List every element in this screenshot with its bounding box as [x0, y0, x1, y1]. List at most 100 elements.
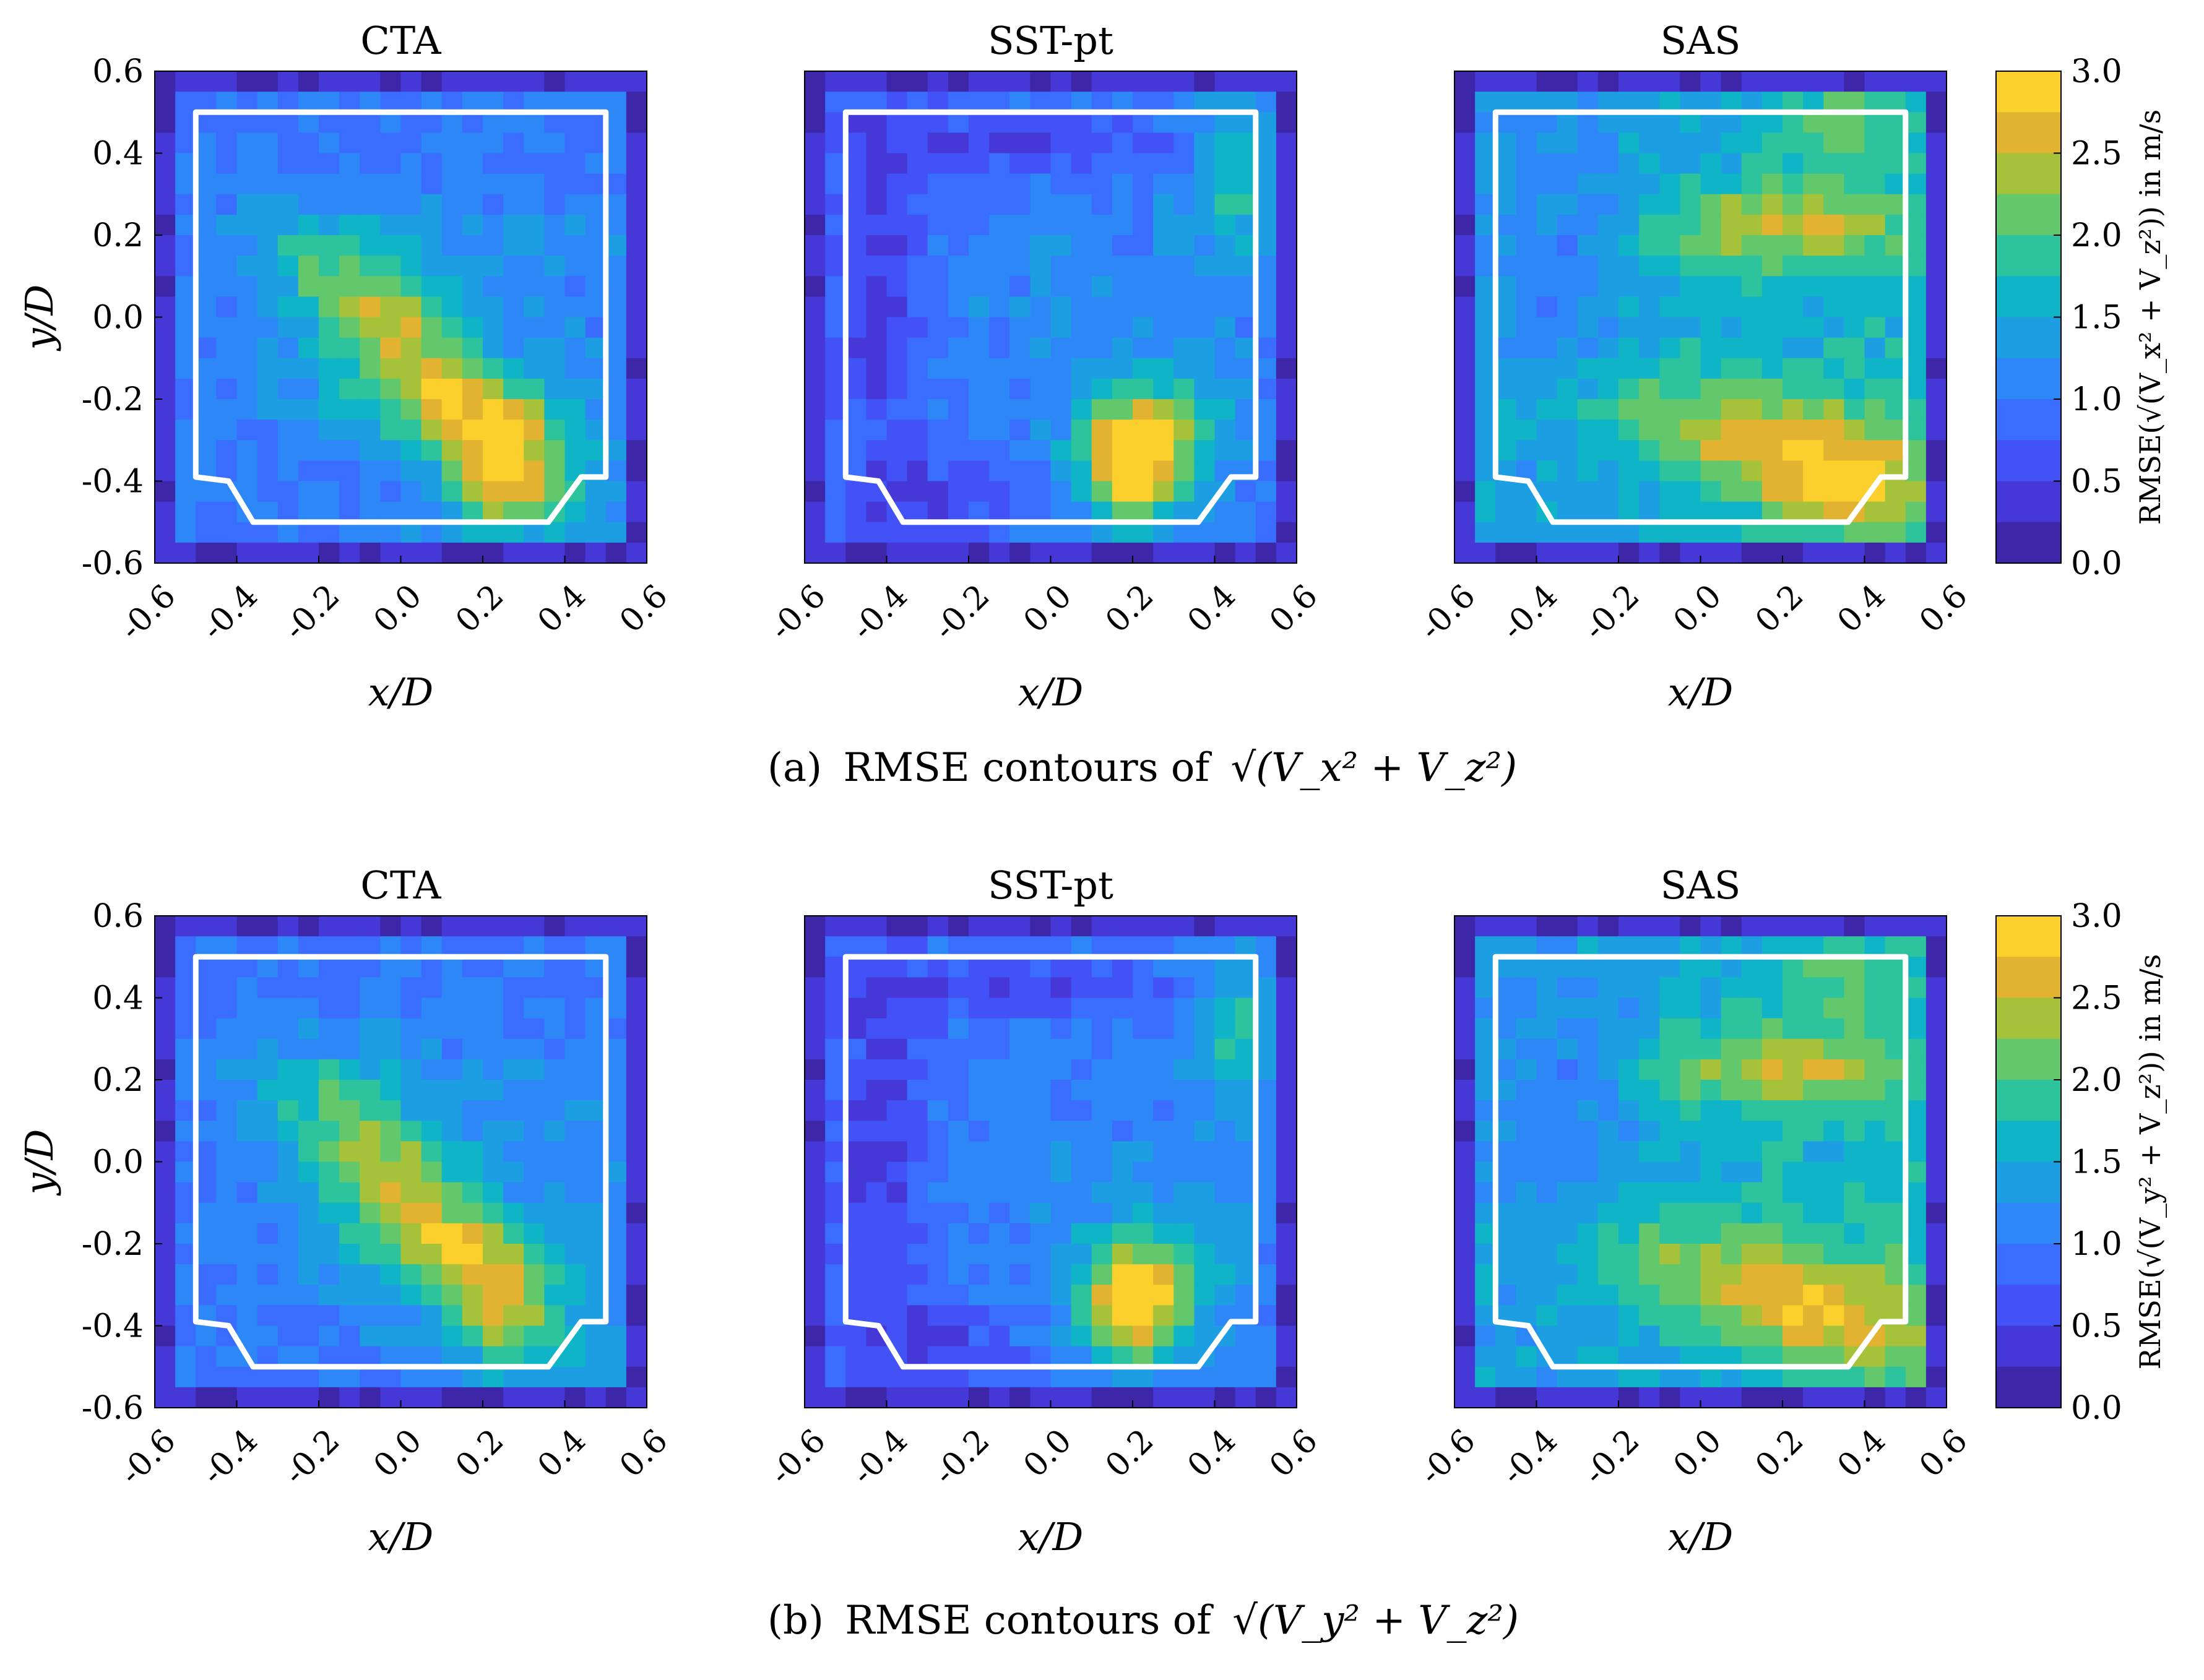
heatmap-cell [1454, 460, 1476, 482]
heatmap-cell [1885, 1346, 1906, 1368]
heatmap-cell [948, 1264, 969, 1285]
heatmap-cell [866, 378, 888, 400]
heatmap-cell [1761, 522, 1783, 543]
heatmap-cell [1557, 1202, 1578, 1224]
heatmap-cell [175, 71, 196, 92]
heatmap-cell [155, 317, 176, 338]
heatmap-cell [1276, 501, 1297, 523]
heatmap-cell [969, 1244, 990, 1265]
heatmap-cell [360, 501, 381, 523]
heatmap-cell [969, 1202, 990, 1224]
heatmap-cell [1516, 317, 1537, 338]
heatmap-cell [825, 1387, 846, 1408]
heatmap-cell [1741, 1244, 1763, 1265]
heatmap-cell [1761, 440, 1783, 461]
heatmap-cell [1905, 542, 1927, 564]
heatmap-cell [524, 1038, 545, 1060]
heatmap-cell [462, 399, 483, 420]
heatmap-cell [1536, 1121, 1558, 1142]
heatmap-cell [626, 1346, 647, 1368]
heatmap-cell [1255, 399, 1277, 420]
heatmap-cell [1112, 440, 1133, 461]
heatmap-cell [196, 296, 217, 318]
heatmap-cell [1864, 358, 1886, 379]
heatmap-cell [257, 542, 279, 564]
heatmap-cell [1844, 1182, 1865, 1204]
heatmap-cell [216, 1121, 238, 1142]
heatmap-cell [1761, 501, 1783, 523]
heatmap-cell [585, 1346, 607, 1368]
heatmap-cell [1844, 1223, 1865, 1244]
heatmap-cell [805, 1285, 826, 1306]
heatmap-cell [626, 296, 647, 318]
heatmap-cell [1557, 256, 1578, 277]
heatmap-cell [1783, 358, 1804, 379]
heatmap-cell [825, 522, 846, 543]
heatmap-cell [1577, 1018, 1599, 1040]
heatmap-cell [524, 481, 545, 502]
heatmap-cell [1700, 71, 1722, 92]
heatmap-cell [1495, 1387, 1516, 1408]
heatmap-cell [1276, 542, 1297, 564]
heatmap-cell [1680, 1387, 1701, 1408]
heatmap-cell [1454, 276, 1476, 297]
heatmap-cell [216, 1244, 238, 1265]
heatmap-cell [175, 1305, 196, 1327]
heatmap-cell [1925, 1285, 1947, 1306]
heatmap-cell [298, 1346, 319, 1368]
heatmap-cell [421, 916, 443, 937]
heatmap-cell [825, 936, 846, 957]
heatmap-cell [1112, 481, 1133, 502]
heatmap-cell [1680, 317, 1701, 338]
heatmap-cell [360, 1059, 381, 1080]
heatmap-cell [1741, 1264, 1763, 1285]
heatmap-cell [825, 1080, 846, 1101]
y-tick-label: -0.2 [82, 1226, 144, 1263]
heatmap-cell [626, 522, 647, 543]
heatmap-cell [462, 1285, 483, 1306]
heatmap-cell [1153, 317, 1174, 338]
heatmap-cell [1194, 977, 1216, 999]
heatmap-cell [969, 1346, 990, 1368]
heatmap-cell [927, 1202, 949, 1224]
heatmap-cell [907, 1346, 928, 1368]
heatmap-cell [421, 936, 443, 957]
heatmap-cell [1844, 112, 1865, 133]
heatmap-cell [1475, 542, 1496, 564]
heatmap-cell [1475, 296, 1496, 318]
heatmap-cell [1255, 256, 1277, 277]
heatmap-cell [277, 420, 299, 441]
heatmap-cell [1454, 132, 1476, 154]
heatmap-cell [886, 420, 908, 441]
heatmap-cell [1030, 214, 1052, 236]
heatmap-cell [626, 1264, 647, 1285]
heatmap-cell [1905, 276, 1927, 297]
heatmap-cell [1091, 1285, 1113, 1306]
heatmap-cell [175, 542, 196, 564]
heatmap-cell [298, 1121, 319, 1142]
heatmap-cell [1864, 916, 1886, 937]
heatmap-cell [1597, 1305, 1619, 1327]
heatmap-cell [1475, 420, 1496, 441]
heatmap-cell [1761, 1366, 1783, 1388]
heatmap-cell [1659, 997, 1680, 1019]
heatmap-cell [1475, 1325, 1496, 1347]
heatmap-cell [1255, 1080, 1277, 1101]
heatmap-cell [196, 1141, 217, 1163]
heatmap-cell [989, 1161, 1010, 1183]
heatmap-cell [421, 1346, 443, 1368]
heatmap-cell [1009, 1305, 1031, 1327]
heatmap-cell [1761, 1387, 1783, 1408]
heatmap-cell [825, 71, 846, 92]
heatmap-cell [1618, 1223, 1640, 1244]
heatmap-cell [825, 378, 846, 400]
heatmap-cell [1639, 936, 1660, 957]
heatmap-cell [1618, 1059, 1640, 1080]
heatmap-cell [1659, 276, 1680, 297]
heatmap-cell [1803, 1100, 1824, 1121]
heatmap-cell [907, 522, 928, 543]
heatmap-cell [1639, 1223, 1660, 1244]
heatmap-cell [1153, 460, 1174, 482]
heatmap-cell [1255, 317, 1277, 338]
heatmap-cell [544, 132, 566, 154]
